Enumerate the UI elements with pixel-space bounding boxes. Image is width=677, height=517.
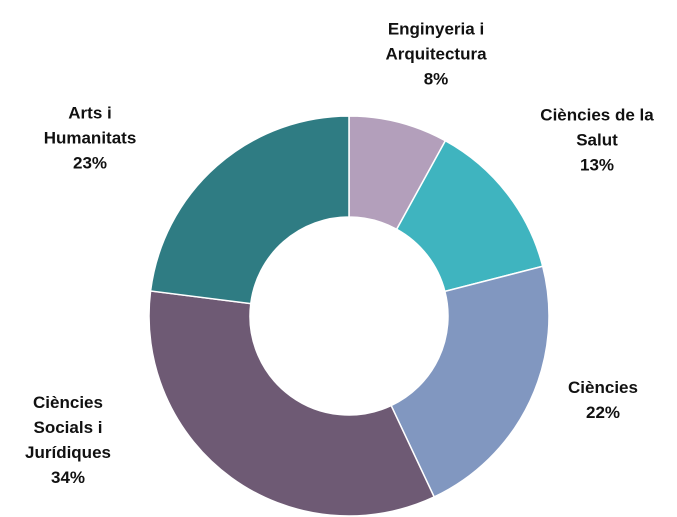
data-label: Enginyeria i Arquitectura 8% (361, 17, 511, 92)
value-label: 22% (585, 403, 621, 422)
value-label: 34% (50, 468, 86, 487)
data-label: Ciències Socials i Jurídiques 34% (12, 390, 124, 490)
category-label: Ciències Socials i Jurídiques (25, 393, 111, 462)
donut-segment (148, 290, 436, 517)
data-label: Ciències de la Salut 13% (522, 103, 672, 178)
donut-segment (390, 265, 550, 498)
donut-segment (149, 115, 350, 305)
data-label: Ciències 22% (548, 375, 658, 425)
data-label: Arts i Humanitats 23% (30, 101, 150, 176)
value-label: 13% (579, 155, 615, 175)
category-label: Enginyeria i Arquitectura (385, 19, 487, 64)
value-label: 8% (423, 69, 449, 89)
category-label: Ciències de la Salut (540, 105, 654, 150)
value-label: 23% (72, 153, 108, 173)
category-label: Arts i Humanitats (43, 103, 137, 148)
category-label: Ciències (568, 378, 638, 397)
